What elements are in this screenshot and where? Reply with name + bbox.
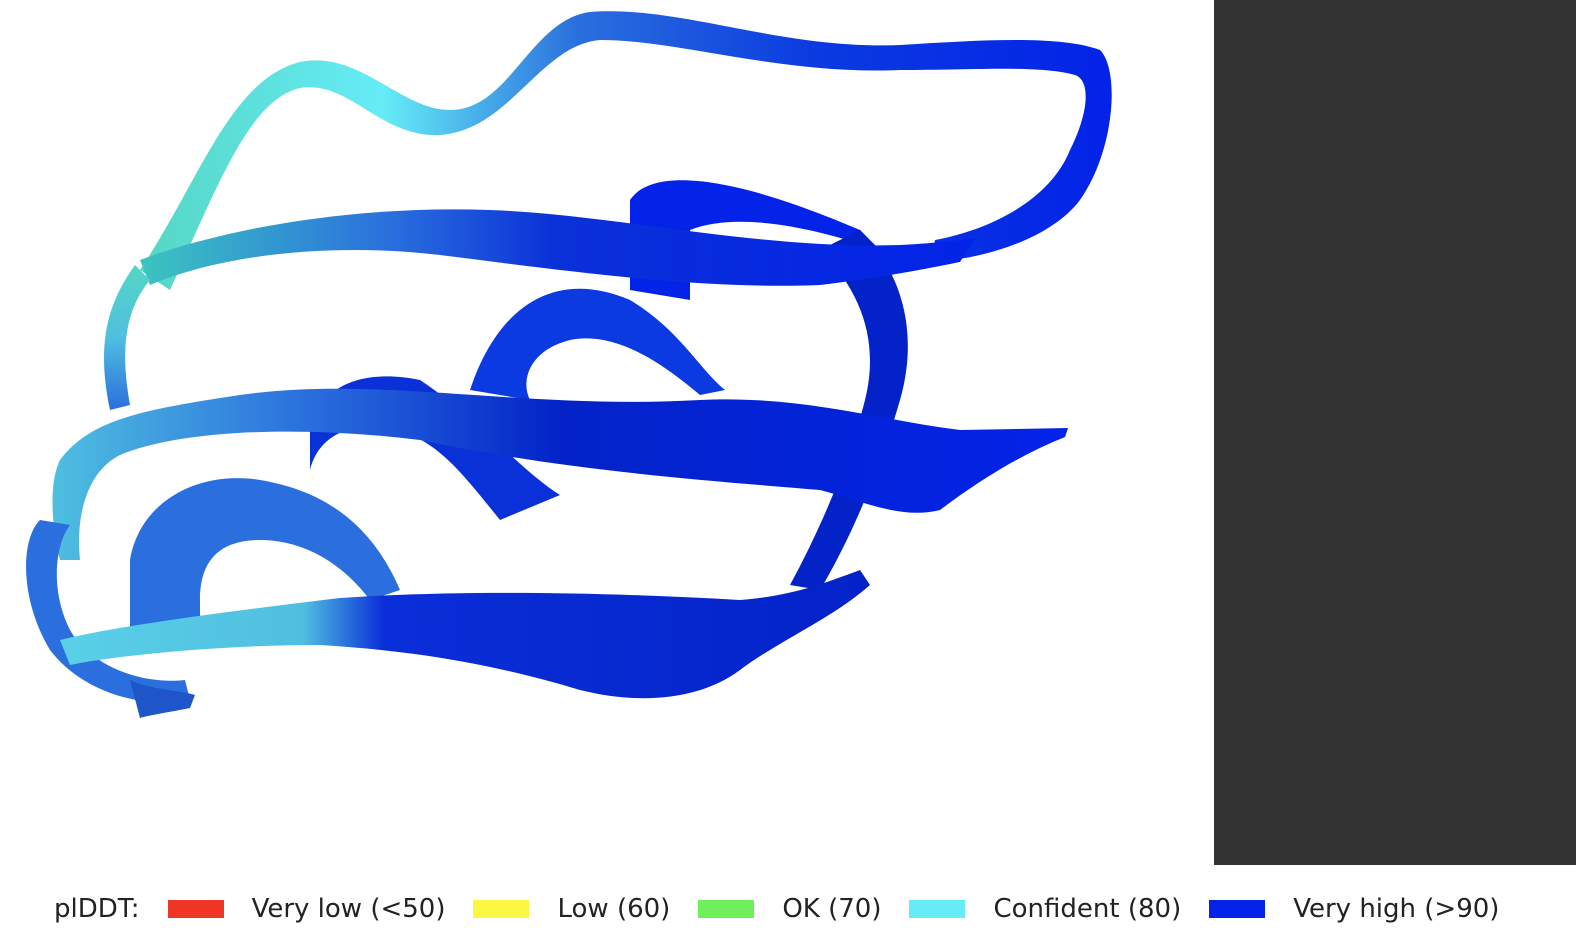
structure-viewer[interactable]	[0, 0, 1214, 865]
swatch-very-low	[167, 900, 224, 918]
strand-middle	[52, 388, 1068, 560]
legend-item-low: Low (60)	[473, 894, 670, 924]
strand-bottom	[60, 570, 870, 699]
legend-item-very-low: Very low (<50)	[167, 894, 446, 924]
swatch-low	[473, 900, 530, 918]
side-panel	[1214, 0, 1576, 865]
loop-right	[790, 230, 908, 590]
protein-ribbon-structure	[26, 11, 1112, 718]
plddt-legend: plDDT: Very low (<50) Low (60) OK (70) C…	[0, 880, 1576, 938]
helix-center	[470, 288, 725, 400]
helix-upper-right	[630, 180, 880, 300]
strand-second	[140, 209, 975, 286]
legend-label-low: Low (60)	[557, 894, 671, 924]
legend-label-very-high: Very high (>90)	[1293, 894, 1500, 924]
legend-item-ok: OK (70)	[698, 894, 881, 924]
legend-label-ok: OK (70)	[782, 894, 882, 924]
loop-left-connector	[104, 265, 150, 410]
coil-tail	[130, 680, 195, 718]
swatch-very-high	[1209, 900, 1266, 918]
legend-item-confident: Confident (80)	[909, 894, 1181, 924]
helix-lower-left	[130, 478, 400, 640]
legend-label-very-low: Very low (<50)	[251, 894, 446, 924]
legend-label-confident: Confident (80)	[993, 894, 1182, 924]
swatch-confident	[909, 900, 966, 918]
legend-title: plDDT:	[54, 894, 140, 924]
swatch-ok	[698, 900, 755, 918]
legend-item-very-high: Very high (>90)	[1209, 894, 1499, 924]
